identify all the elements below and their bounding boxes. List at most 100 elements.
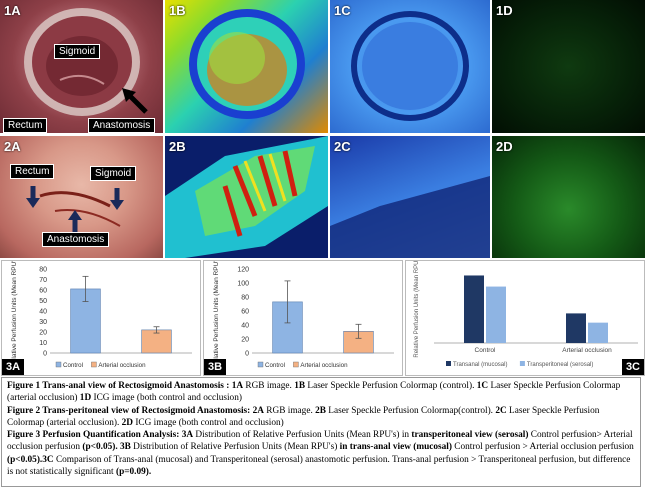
legend-label: Transperitoneal (serosal) [527, 362, 593, 368]
legend-label: Arterial occlusion [300, 362, 348, 369]
y-tick-label: 0 [43, 351, 47, 358]
y-tick-label: 70 [39, 277, 47, 284]
chart-3b-label: 3B [204, 359, 227, 375]
x-tick-label: Control [475, 347, 497, 354]
caption-f2-title: Figure 2 Trans-peritoneal view of Rectos… [7, 405, 251, 416]
y-tick-label: 10 [39, 340, 47, 347]
caption-f3-title: Figure 3 Perfusion Quantification Analys… [7, 430, 180, 441]
panel-1c-label: 1C [334, 3, 351, 18]
y-tick-label: 20 [39, 330, 47, 337]
caption-f2-text-3: Laser Speckle Perfusion Colormap (arteri… [7, 405, 600, 428]
legend-swatch [519, 361, 525, 366]
caption-f2-ref-2a: 2A [252, 405, 264, 416]
caption-f1-ref-1d: 1D [79, 393, 92, 404]
chart-3a-label: 3A [2, 359, 25, 375]
x-tick-label: Arterial occlusion [562, 347, 612, 354]
caption-f3-text-5: Control perfusion > Arterial occlusion p… [451, 442, 634, 453]
arrow-icon [26, 186, 40, 208]
y-tick-label: 20 [241, 337, 249, 344]
caption-f1-ref-1c: 1C [476, 381, 489, 391]
caption-f3-p-1: (p<0.05). [82, 442, 118, 453]
tag-rectum: Rectum [3, 118, 48, 133]
caption-f2-text-1: RGB image. [263, 405, 316, 416]
caption-f3-bold-2: in trans-anal view (mucosal) [339, 442, 452, 453]
caption-figure-1: Figure 1 Trans-anal view of Rectosigmoid… [7, 380, 635, 405]
y-axis-label: Relative Perfusion Units (Mean RPU's) [11, 261, 18, 367]
panel-1a: 1A Sigmoid Rectum Anastomosis [0, 0, 163, 133]
panel-1c: 1C [330, 0, 490, 133]
caption-f3-p-3: (p=0.09). [115, 467, 152, 478]
panel-1b-label: 1B [169, 3, 186, 18]
legend-swatch [257, 361, 264, 368]
legend-label: Control [265, 362, 285, 369]
bar-control [272, 301, 303, 354]
panel-2a: 2A Rectum Sigmoid Anastomosis [0, 136, 163, 258]
caption-f1-text-3: Laser Speckle Perfusion Colormap (arteri… [7, 381, 621, 404]
panel-2d: 2D [492, 136, 645, 258]
panel-1b-image [189, 9, 305, 119]
tag-sigmoid: Sigmoid [54, 44, 101, 59]
y-tick-label: 30 [39, 319, 47, 326]
chart-3c-label: 3C [621, 359, 644, 375]
arrow-icon [122, 88, 148, 114]
caption-f3-p-2: (p<0.05).3C [7, 454, 54, 465]
y-axis-label: Relative Perfusion Units (Mean RPU's) [213, 261, 220, 367]
caption-f3-ref-3a: 3A [181, 430, 194, 441]
arrow-icon [68, 210, 82, 232]
caption-f3-bold-1: transperitoneal view (serosal) [411, 430, 529, 441]
caption-f1-ref-1a: 1A [231, 381, 244, 391]
caption-f1-colon: : [223, 381, 232, 391]
legend-swatch [293, 361, 299, 368]
y-tick-label: 80 [241, 295, 249, 302]
legend-label: Transanal (mucosal) [453, 362, 507, 368]
y-tick-label: 120 [237, 267, 249, 274]
caption-f1-title: Figure 1 Trans-anal view of Rectosigmoid… [7, 381, 224, 391]
panel-2c-label: 2C [334, 139, 351, 154]
y-tick-label: 50 [39, 298, 47, 305]
panel-2b-label: 2B [169, 139, 186, 154]
caption-f1-text-2: Laser Speckle Perfusion Colormap (contro… [305, 381, 477, 391]
panel-2d-label: 2D [496, 139, 513, 154]
bar-transanal [464, 275, 484, 343]
panel-1c-image [351, 11, 469, 121]
panel-2a-label: 2A [4, 139, 21, 154]
y-tick-label: 60 [39, 288, 47, 295]
caption-figure-2: Figure 2 Trans-peritoneal view of Rectos… [7, 405, 635, 430]
y-axis-label: Relative Perfusion Units (Mean RPU's) [414, 261, 420, 358]
y-tick-label: 80 [39, 267, 47, 274]
caption-f2-ref-2b: 2B [315, 405, 326, 416]
chart-3b: Relative Perfusion Units (Mean RPU's) 0 20… [203, 255, 403, 376]
panel-1a-label: 1A [4, 3, 21, 18]
legend-swatch [91, 361, 97, 368]
caption-f1-text-4: ICG image (both control and occlusion) [91, 393, 242, 404]
caption-f3-text-1: Distribution of Relative Perfusion Units… [193, 430, 412, 441]
panel-2a-image [39, 191, 121, 227]
panel-1b: 1B [165, 0, 328, 133]
panel-1d: 1D [492, 0, 645, 133]
bar-transanal [566, 313, 586, 343]
caption-figure-3: Figure 3 Perfusion Quantification Analys… [7, 429, 635, 478]
bar-transperitoneal [486, 286, 506, 343]
y-tick-label: 0 [245, 351, 249, 358]
panel-2b: 2B [165, 136, 328, 258]
tag-rectum: Rectum [10, 164, 55, 179]
tag-anastomosis: Anastomosis [88, 118, 156, 133]
tag-anastomosis: Anastomosis [42, 232, 110, 247]
panel-2b-image [165, 136, 328, 258]
chart-3a: Relative Perfusion Units (Mean RPU's) 0 10… [1, 255, 201, 376]
panel-2c-image [330, 176, 490, 258]
arrow-icon [110, 188, 124, 210]
caption-f3-text-6: Comparison of Trans-anal (mucosal) and T… [7, 454, 631, 478]
y-tick-label: 40 [39, 309, 47, 316]
panel-1d-label: 1D [496, 3, 513, 18]
legend-label: Arterial occlusion [98, 362, 146, 369]
figure-caption: Figure 1 Trans-anal view of Rectosigmoid… [1, 377, 641, 487]
bar-transperitoneal [588, 322, 608, 343]
chart-3c: Relative Perfusion Units (Mean RPU's) Con… [405, 254, 645, 376]
caption-f3-ref-3b: 3B [120, 442, 131, 453]
chart-3a-svg: Relative Perfusion Units (Mean RPU's) 0 10… [11, 255, 192, 369]
y-tick-label: 100 [237, 281, 249, 288]
caption-f2-text-4: ICG image (both control and occlusion) [133, 417, 284, 428]
chart-3b-svg: Relative Perfusion Units (Mean RPU's) 0 20… [213, 255, 394, 369]
caption-f2-text-2: Laser Speckle Perfusion Colormap(control… [325, 405, 496, 416]
